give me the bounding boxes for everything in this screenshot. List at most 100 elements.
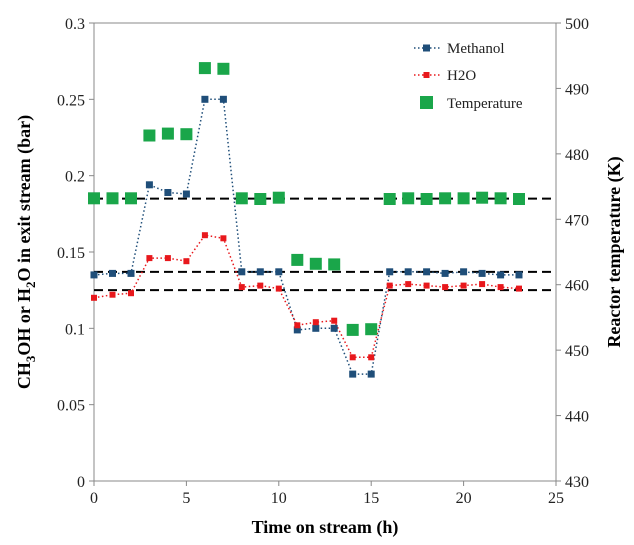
legend-item-methanol: Methanol xyxy=(414,41,505,57)
temperature-point xyxy=(180,128,193,141)
methanol-point xyxy=(145,181,153,189)
h2o-point xyxy=(312,319,319,326)
x-tick-label: 10 xyxy=(271,490,287,507)
temperature-point xyxy=(346,323,359,336)
temperature-point xyxy=(272,191,285,204)
y-right-tick-label: 430 xyxy=(565,474,589,491)
y-left-title-part2: OH or H xyxy=(14,288,34,356)
legend-temperature-marker xyxy=(420,96,433,109)
temperature-point xyxy=(494,192,507,205)
methanol-point xyxy=(109,269,116,277)
methanol-point xyxy=(330,324,338,332)
legend-item-temperature: Temperature xyxy=(420,96,523,112)
temperature-point xyxy=(328,258,341,271)
y-left-title-part1: CH xyxy=(14,362,34,389)
x-tick-label: 15 xyxy=(363,490,379,507)
methanol-point xyxy=(441,269,449,277)
h2o-point xyxy=(368,354,375,361)
h2o-point xyxy=(183,258,190,265)
h2o-point xyxy=(238,284,245,291)
y-left-tick-label: 0.2 xyxy=(65,169,85,186)
temperature-point xyxy=(383,193,396,205)
temperature-point xyxy=(235,192,248,205)
methanol-point xyxy=(478,269,486,277)
y-left-tick-label: 0.05 xyxy=(57,398,85,415)
y-right-tick-label: 500 xyxy=(565,16,589,33)
h2o-point xyxy=(516,285,522,292)
legend-temperature-label: Temperature xyxy=(447,96,523,112)
methanol-point xyxy=(238,268,246,276)
h2o-point xyxy=(479,281,486,288)
temperature-point xyxy=(291,253,304,266)
y-left-tick-label: 0.1 xyxy=(65,321,85,338)
y-right-tick-label: 470 xyxy=(565,212,589,229)
h2o-point xyxy=(497,284,504,291)
series-markers xyxy=(88,62,525,378)
plot-area xyxy=(93,22,557,482)
y-left-tick-label: 0.15 xyxy=(57,245,85,262)
methanol-point xyxy=(367,370,375,378)
h2o-point xyxy=(201,232,208,239)
x-axis-ticks: 0 5 10 15 20 25 xyxy=(90,481,564,507)
temperature-point xyxy=(217,62,230,75)
methanol-point xyxy=(256,268,264,276)
y-left-axis-title: CH3OH or H2O in exit stream (bar) xyxy=(14,115,38,389)
temperature-point xyxy=(88,192,100,205)
methanol-point xyxy=(201,95,209,103)
legend-h2o-marker xyxy=(423,72,430,78)
y-left-tick-label: 0.3 xyxy=(65,16,85,33)
h2o-point xyxy=(386,282,393,289)
legend: Methanol H2O Temperature xyxy=(414,41,523,112)
legend-h2o-label: H2O xyxy=(447,68,476,84)
methanol-point xyxy=(349,370,357,378)
h2o-point xyxy=(423,282,430,289)
y-right-tick-label: 490 xyxy=(565,81,589,98)
temperature-point xyxy=(254,193,267,205)
methanol-point xyxy=(219,95,227,103)
legend-methanol-label: Methanol xyxy=(447,41,505,57)
h2o-point xyxy=(91,294,97,301)
h2o-series-line xyxy=(93,234,520,359)
h2o-point xyxy=(442,284,449,291)
y-left-title-part3: O in exit stream (bar) xyxy=(14,115,35,282)
h2o-point xyxy=(275,285,282,292)
h2o-point xyxy=(220,235,227,242)
methanol-point xyxy=(275,268,283,276)
methanol-point xyxy=(293,326,301,334)
methanol-point xyxy=(90,271,98,279)
temperature-point xyxy=(161,127,174,140)
temperature-point xyxy=(457,192,470,205)
y-right-tick-label: 480 xyxy=(565,147,589,164)
methanol-point xyxy=(460,268,468,276)
y-left-title-sub2: 2 xyxy=(23,281,38,288)
h2o-point xyxy=(294,322,301,329)
temperature-point xyxy=(198,62,211,75)
y-right-axis-ticks: 430 440 450 460 470 480 490 500 xyxy=(556,16,589,491)
h2o-point xyxy=(128,290,134,297)
h2o-point xyxy=(164,255,171,262)
y-right-tick-label: 450 xyxy=(565,343,589,360)
temperature-point xyxy=(365,323,378,336)
temperature-point xyxy=(106,192,119,205)
temperature-point xyxy=(125,192,137,205)
h2o-point xyxy=(146,255,153,262)
x-tick-label: 20 xyxy=(456,490,472,507)
h2o-point xyxy=(349,354,356,361)
y-left-title-sub1: 3 xyxy=(23,355,38,362)
y-right-axis-title: Reactor temperature (K) xyxy=(604,156,625,347)
temperature-point xyxy=(420,193,433,205)
y-right-tick-label: 440 xyxy=(565,409,589,426)
methanol-point xyxy=(497,271,505,279)
legend-methanol-marker xyxy=(423,44,430,52)
h2o-point xyxy=(109,291,116,298)
methanol-point xyxy=(386,268,394,276)
temperature-point xyxy=(143,129,156,142)
temperature-point xyxy=(402,192,415,205)
methanol-point xyxy=(515,271,523,279)
x-tick-label: 5 xyxy=(182,490,190,507)
methanol-point xyxy=(404,268,412,276)
methanol-point xyxy=(127,269,135,277)
methanol-point xyxy=(182,190,190,198)
temperature-point xyxy=(513,193,525,205)
